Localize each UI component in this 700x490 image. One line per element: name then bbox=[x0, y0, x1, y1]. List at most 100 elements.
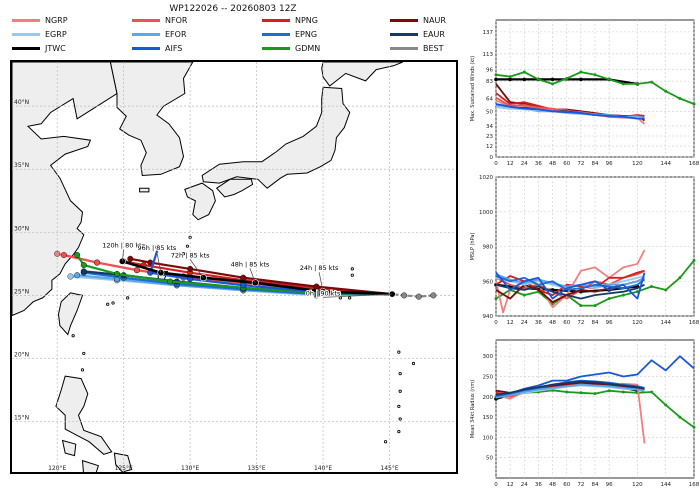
island bbox=[106, 302, 110, 306]
series-point bbox=[550, 77, 555, 82]
series-point bbox=[508, 77, 512, 82]
track-naur bbox=[130, 257, 393, 296]
land-china-coast bbox=[12, 62, 118, 317]
land-luzon bbox=[55, 375, 113, 455]
island bbox=[397, 350, 401, 354]
land-korea-peninsula bbox=[109, 62, 194, 177]
series-point bbox=[664, 288, 668, 292]
island bbox=[111, 301, 115, 305]
series-point bbox=[678, 276, 682, 280]
track-point bbox=[114, 270, 121, 277]
x-tick-label: 48 bbox=[549, 161, 556, 167]
series-point bbox=[579, 304, 583, 308]
y-tick-label: 137 bbox=[483, 30, 494, 36]
legend-swatch bbox=[132, 47, 160, 50]
series-point bbox=[522, 293, 526, 297]
island bbox=[398, 417, 402, 421]
legend-label: BEST bbox=[423, 44, 444, 53]
lat-label: 15°N bbox=[14, 415, 29, 422]
legend-label: JTWC bbox=[45, 44, 66, 53]
track-point bbox=[60, 252, 67, 259]
y-tick-label: 200 bbox=[483, 395, 494, 401]
chart-title: WP122026 -- 20260803 12Z bbox=[169, 4, 297, 14]
island bbox=[398, 389, 402, 393]
lat-label: 30°N bbox=[14, 225, 29, 232]
track-label: 120h | 80 kts bbox=[102, 241, 145, 249]
x-tick-label: 36 bbox=[535, 161, 542, 167]
legend-entry-ngrp: NGRP bbox=[12, 16, 68, 25]
x-tick-label: 96 bbox=[606, 482, 613, 488]
legend-entry-eaur: EAUR bbox=[390, 30, 445, 39]
x-tick-label: 120 bbox=[632, 482, 643, 488]
series-aifs bbox=[495, 272, 646, 300]
legend-label: EFOR bbox=[165, 30, 187, 39]
legend-label: NPNG bbox=[295, 16, 318, 25]
x-tick-label: 168 bbox=[689, 482, 700, 488]
legend-label: NFOR bbox=[165, 16, 188, 25]
lat-label: 35°N bbox=[14, 162, 29, 169]
legend-entry-npng: NPNG bbox=[262, 16, 318, 25]
island bbox=[126, 296, 130, 300]
y-tick-label: 300 bbox=[483, 354, 494, 360]
land-cebu-negros bbox=[90, 473, 110, 489]
lat-label: 40°N bbox=[14, 99, 29, 106]
land-jeju bbox=[139, 187, 150, 193]
series-point bbox=[579, 70, 583, 74]
legend-entry-efor: EFOR bbox=[132, 30, 187, 39]
x-tick-label: 72 bbox=[577, 161, 584, 167]
legend-swatch bbox=[12, 47, 40, 50]
island bbox=[397, 404, 401, 408]
track-point bbox=[415, 293, 422, 300]
x-tick-label: 168 bbox=[689, 161, 700, 167]
y-tick-label: 96 bbox=[486, 67, 493, 73]
track-label-leader bbox=[121, 249, 125, 262]
x-tick-label: 96 bbox=[606, 320, 613, 326]
series-point bbox=[551, 82, 555, 86]
x-tick-label: 84 bbox=[592, 161, 599, 167]
land-shikoku bbox=[215, 178, 254, 198]
x-tick-label: 60 bbox=[563, 482, 570, 488]
x-tick-label: 24 bbox=[521, 320, 528, 326]
series-aifs bbox=[495, 355, 695, 398]
track-point bbox=[74, 272, 81, 279]
legend-entry-naur: NAUR bbox=[390, 16, 446, 25]
legend-entry-aifs: AIFS bbox=[132, 44, 182, 53]
series-point bbox=[607, 77, 611, 81]
island bbox=[348, 296, 352, 300]
island bbox=[82, 351, 86, 356]
panel-2: 0 12 24 36 48 60 72 84 96 120 144 168 940 960 980 1000 1… bbox=[470, 175, 700, 326]
track-label-leader bbox=[318, 272, 324, 292]
x-tick-label: 12 bbox=[507, 161, 514, 167]
series-point bbox=[494, 297, 498, 301]
legend-swatch bbox=[262, 47, 290, 50]
x-tick-label: 24 bbox=[521, 161, 528, 167]
island bbox=[181, 252, 186, 256]
island bbox=[71, 334, 75, 338]
x-tick-label: 120 bbox=[632, 320, 643, 326]
track-label: 48h | 85 kts bbox=[231, 260, 270, 268]
series-point bbox=[621, 390, 625, 394]
land-kyushu bbox=[184, 182, 216, 221]
legend-label: EGRP bbox=[45, 30, 67, 39]
land-samar bbox=[113, 452, 133, 472]
track-label: 96h | 85 kts bbox=[138, 244, 177, 252]
y-tick-label: 23 bbox=[486, 134, 493, 140]
track-point bbox=[133, 267, 140, 274]
island bbox=[398, 371, 402, 376]
y-tick-label: 12 bbox=[486, 144, 493, 150]
track-point bbox=[401, 292, 408, 299]
x-tick-label: 12 bbox=[507, 320, 514, 326]
series-point bbox=[607, 389, 611, 393]
y-axis-label: Max. Sustained Winds (kt) bbox=[470, 56, 476, 121]
panel-3: 0 12 24 36 48 60 72 84 96 120 144 168 50 100 150 200 250… bbox=[470, 339, 700, 488]
legend-swatch bbox=[390, 19, 418, 22]
track-label-leader bbox=[249, 268, 256, 283]
track-point bbox=[54, 250, 61, 257]
y-tick-label: 940 bbox=[483, 314, 494, 320]
y-tick-label: 960 bbox=[483, 279, 494, 285]
track-point bbox=[187, 265, 194, 272]
series-point bbox=[565, 76, 569, 80]
series-point bbox=[692, 102, 696, 106]
legend-label: NAUR bbox=[423, 16, 446, 25]
